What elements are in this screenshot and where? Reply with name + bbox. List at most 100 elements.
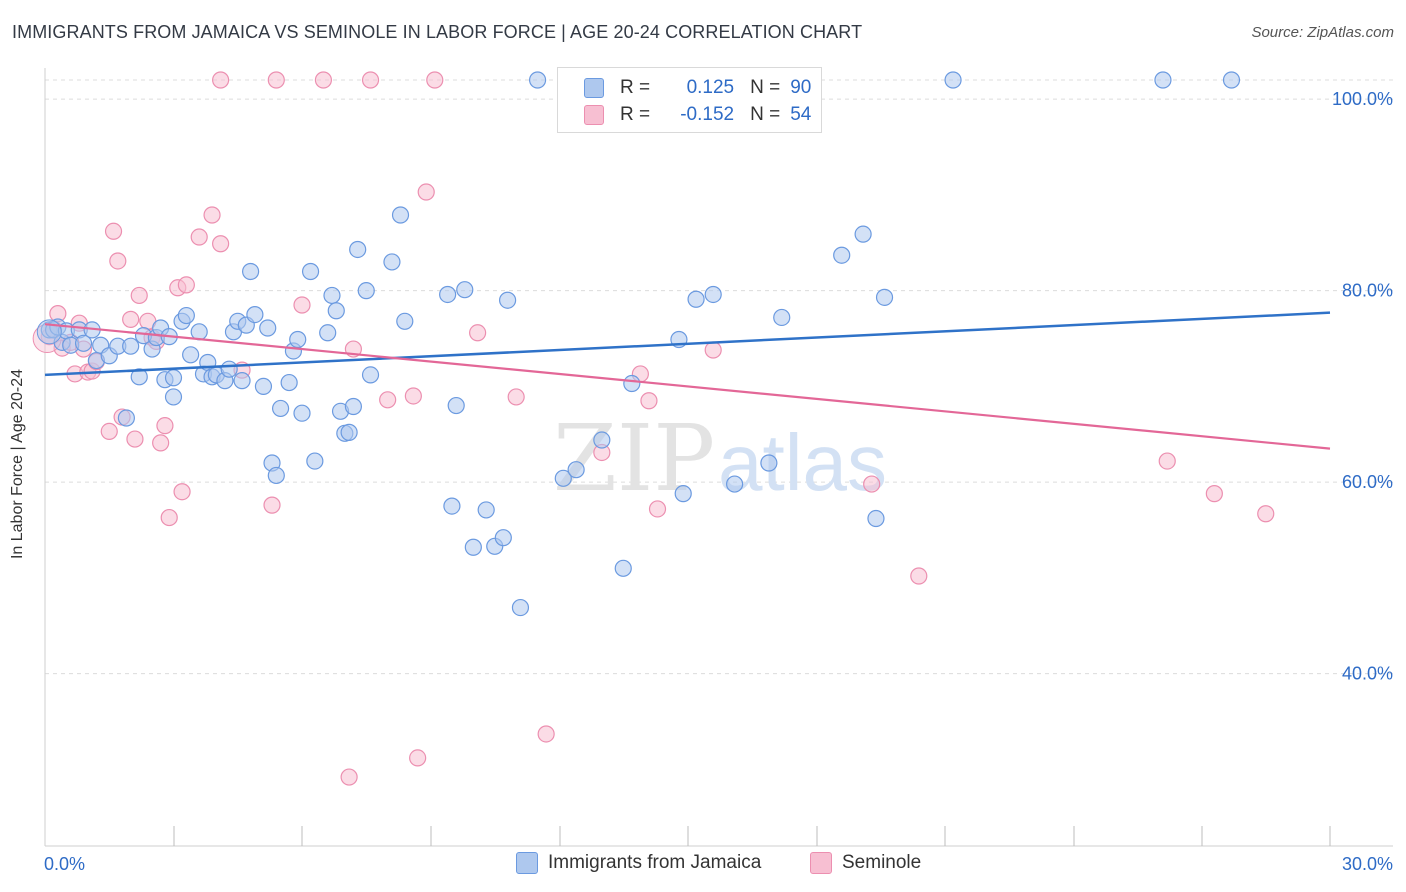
watermark-atlas: atlas [718, 418, 887, 507]
x-tick-label-min: 0.0% [44, 854, 85, 874]
bottom-legend-swatch-jamaica [516, 852, 538, 874]
legend-swatch-seminole [584, 105, 604, 125]
jamaica-point [349, 240, 367, 259]
jamaica-points [36, 71, 1241, 617]
jamaica-point [182, 346, 200, 364]
jamaica-point [323, 286, 341, 305]
y-tick-label: 80.0% [1342, 281, 1393, 301]
jamaica-point [117, 409, 135, 427]
axes [44, 68, 1393, 847]
jamaica-point [494, 529, 512, 547]
jamaica-point [704, 285, 722, 304]
seminole-point [104, 222, 123, 240]
seminole-point [910, 567, 928, 585]
seminole-point [426, 71, 444, 89]
jamaica-point [1154, 71, 1172, 89]
jamaica-point [344, 397, 362, 416]
jamaica-point [477, 501, 495, 519]
jamaica-point [674, 485, 692, 503]
jamaica-point [391, 206, 410, 224]
jamaica-point [293, 404, 311, 422]
jamaica-point [327, 302, 345, 320]
y-tick-label: 40.0% [1342, 664, 1393, 684]
y-tick-label: 100.0% [1332, 89, 1393, 109]
y-tick-labels: 40.0% 60.0% 80.0% 100.0% [1332, 89, 1393, 684]
jamaica-point [383, 253, 401, 271]
seminole-point [130, 286, 148, 305]
chart-title: IMMIGRANTS FROM JAMAICA VS SEMINOLE IN L… [12, 22, 863, 42]
jamaica-point [254, 377, 273, 395]
jamaica-point [396, 312, 414, 330]
jamaica-point [867, 509, 885, 528]
jamaica-point [464, 538, 482, 556]
jamaica-point [511, 598, 530, 617]
legend-row-seminole: R = -0.152 N = 54 [584, 103, 811, 127]
bottom-legend-jamaica: Immigrants from Jamaica [516, 852, 761, 874]
jamaica-point [319, 324, 337, 342]
seminole-point [126, 430, 144, 448]
jamaica-point [122, 337, 140, 355]
trend-lines [44, 311, 1331, 450]
jamaica-point [944, 71, 962, 89]
jamaica-point [854, 225, 872, 243]
jamaica-point [289, 330, 307, 349]
seminole-point [190, 228, 208, 246]
jamaica-point [567, 461, 585, 479]
seminole-point [379, 391, 397, 409]
x-tick-label-max: 30.0% [1342, 854, 1393, 874]
seminole-point [156, 417, 174, 435]
jamaica-point [36, 319, 62, 345]
bottom-legend-seminole: Seminole [810, 852, 921, 874]
jamaica-point [443, 497, 461, 515]
seminole-point [1257, 505, 1275, 523]
jamaica-point [726, 475, 744, 493]
seminole-point [203, 206, 221, 224]
seminole-point [640, 392, 658, 410]
jamaica-point [246, 305, 264, 324]
jamaica-point [357, 282, 375, 300]
legend-swatch-jamaica [584, 78, 604, 98]
seminole-point [507, 388, 525, 406]
legend-row-jamaica: R = 0.125 N = 90 [584, 76, 811, 100]
seminole-point [122, 310, 140, 328]
bottom-legend-label-jamaica: Immigrants from Jamaica [548, 852, 762, 873]
jamaica-trend-line [44, 311, 1331, 377]
x-tick-labels: 0.0% 30.0% [44, 854, 1393, 874]
seminole-point [267, 71, 285, 89]
seminole-point [1158, 452, 1176, 470]
legend-n-jamaica: 90 [790, 77, 812, 98]
seminole-point [212, 235, 230, 253]
chart-source: Source: ZipAtlas.com [1251, 24, 1394, 41]
jamaica-point [271, 399, 290, 418]
jamaica-point [164, 369, 183, 387]
jamaica-point [614, 559, 632, 577]
jamaica-point [301, 262, 320, 281]
seminole-point [152, 434, 170, 452]
seminole-point [648, 500, 667, 518]
jamaica-point [267, 466, 285, 485]
legend-n-seminole: 54 [790, 104, 812, 125]
seminole-point [109, 252, 127, 270]
seminole-point [212, 71, 230, 89]
seminole-point [863, 475, 881, 493]
jamaica-point [528, 71, 547, 89]
jamaica-point [773, 308, 791, 327]
legend: R = 0.125 N = 90 R = -0.152 N = 54 [557, 67, 822, 133]
jamaica-point [164, 388, 183, 406]
jamaica-point [833, 246, 851, 264]
jamaica-point [220, 360, 238, 378]
jamaica-point [456, 281, 474, 299]
jamaica-point [177, 306, 195, 325]
jamaica-point [190, 323, 208, 341]
jamaica-point [687, 290, 705, 308]
seminole-point [704, 341, 722, 359]
seminole-point [1205, 485, 1223, 503]
jamaica-point [74, 334, 93, 352]
bottom-legend-swatch-seminole [810, 852, 832, 874]
seminole-point [537, 725, 555, 743]
jamaica-point [447, 396, 465, 415]
seminole-point [160, 508, 178, 527]
jamaica-point [130, 368, 148, 386]
seminole-point [469, 324, 487, 342]
seminole-point [173, 483, 191, 501]
